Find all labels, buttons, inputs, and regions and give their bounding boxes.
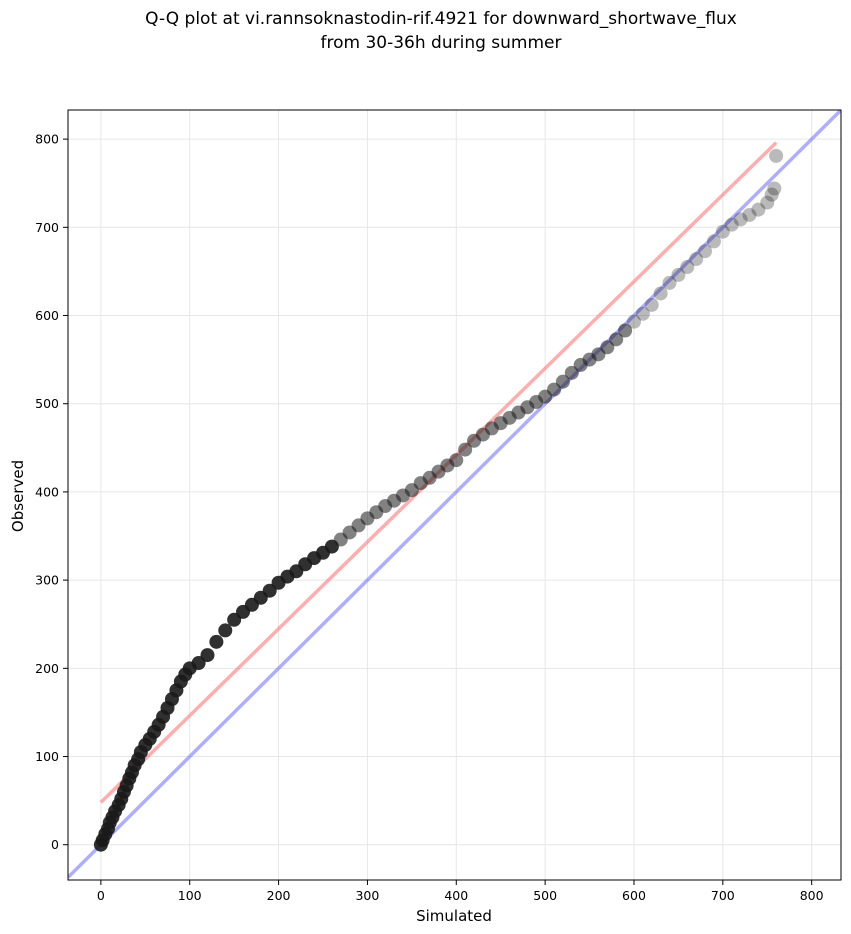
scatter-point [671, 267, 686, 282]
scatter-point [767, 181, 782, 196]
y-tick-label: 500 [35, 396, 59, 411]
identity-line [68, 110, 841, 879]
scatter-point [733, 212, 748, 227]
scatter-point [644, 297, 659, 312]
scatter-point [609, 332, 624, 347]
chart-title: Q-Q plot at vi.rannsoknastodin-rif.4921 … [145, 9, 737, 29]
x-tick-label: 800 [800, 888, 824, 903]
scatter-point [662, 275, 677, 290]
scatter-point [760, 195, 775, 210]
scatter-point [698, 244, 713, 259]
x-tick-label: 700 [711, 888, 735, 903]
x-tick-label: 600 [622, 888, 646, 903]
axis-ticks: 0 100 200 300 400 500 600 700 800 0 100 200 300 400 50… [35, 132, 824, 903]
x-tick-label: 300 [355, 888, 379, 903]
x-axis-label: Simulated [416, 907, 492, 925]
scatter-point [751, 202, 766, 217]
x-tick-label: 0 [97, 888, 105, 903]
scatter-point [218, 623, 233, 638]
plot-area-frame [67, 109, 842, 881]
y-tick-label: 0 [51, 837, 59, 852]
data-points [93, 148, 784, 852]
x-tick-label: 200 [267, 888, 291, 903]
y-tick-label: 800 [35, 132, 59, 147]
y-tick-label: 200 [35, 661, 59, 676]
scatter-point [742, 207, 757, 222]
y-axis-label: Observed [9, 460, 27, 532]
scatter-point [555, 374, 570, 389]
scatter-point [706, 234, 721, 249]
scatter-point [653, 286, 668, 301]
scatter-point [689, 252, 704, 267]
scatter-point [715, 224, 730, 239]
y-tick-label: 400 [35, 484, 59, 499]
y-tick-label: 300 [35, 573, 59, 588]
x-tick-label: 100 [178, 888, 202, 903]
scatter-point [626, 314, 641, 329]
scatter-point [635, 306, 650, 321]
scatter-point [449, 453, 464, 468]
scatter-point [200, 648, 215, 663]
y-tick-label: 600 [35, 308, 59, 323]
scatter-point [764, 187, 779, 202]
x-tick-label: 500 [533, 888, 557, 903]
scatter-point [724, 217, 739, 232]
y-tick-label: 700 [35, 220, 59, 235]
scatter-point [618, 323, 633, 338]
y-tick-label: 100 [35, 749, 59, 764]
scatter-point [458, 442, 473, 457]
scatter-point [680, 259, 695, 274]
scatter-point [769, 148, 784, 163]
scatter-point [209, 634, 224, 649]
x-tick-label: 400 [444, 888, 468, 903]
chart-subtitle: from 30-36h during summer [321, 33, 562, 53]
